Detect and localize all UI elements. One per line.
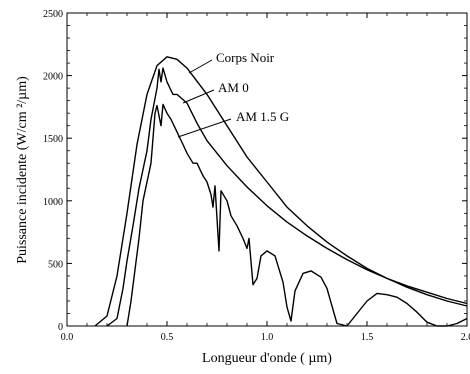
x-tick-label: 0.5 [161,332,174,343]
x-tick-label: 2.0 [461,332,470,343]
y-axis-title: Puissance incidente (W/cm ²/µm) [15,76,30,264]
series-layer [94,56,468,327]
annotation-label-am-0: AM 0 [218,80,249,95]
series-line-corps-noir [94,56,468,327]
y-tick-label: 500 [48,259,63,270]
x-tick-label: 1.0 [261,332,274,343]
series-line-am-1-5-g [126,103,468,327]
y-tick-label: 2500 [43,9,63,20]
series-line-am-0 [106,67,468,327]
annotation-label-am-1-5-g: AM 1.5 G [236,109,289,124]
y-tick-label: 1000 [43,197,63,208]
x-axis-title: Longueur d'onde ( µm) [202,351,332,366]
y-tick-label: 1500 [43,134,63,145]
x-tick-label: 0.0 [61,332,74,343]
y-tick-label: 0 [58,322,63,333]
annotation-leader-corps-noir [188,59,213,74]
annotation-label-corps-noir: Corps Noir [216,50,275,65]
y-tick-label: 2000 [43,72,63,83]
annotation-leader-am-0 [182,89,215,104]
annotation-layer: Corps Noir AM 0 AM 1.5 G [177,50,289,138]
ticks-layer: 0.0 0.5 1.0 1.5 2.0 0 500 1000 1500 2000 2500 [43,9,470,343]
x-tick-label: 1.5 [361,332,374,343]
annotation-leader-am-1-5-g [177,118,232,138]
